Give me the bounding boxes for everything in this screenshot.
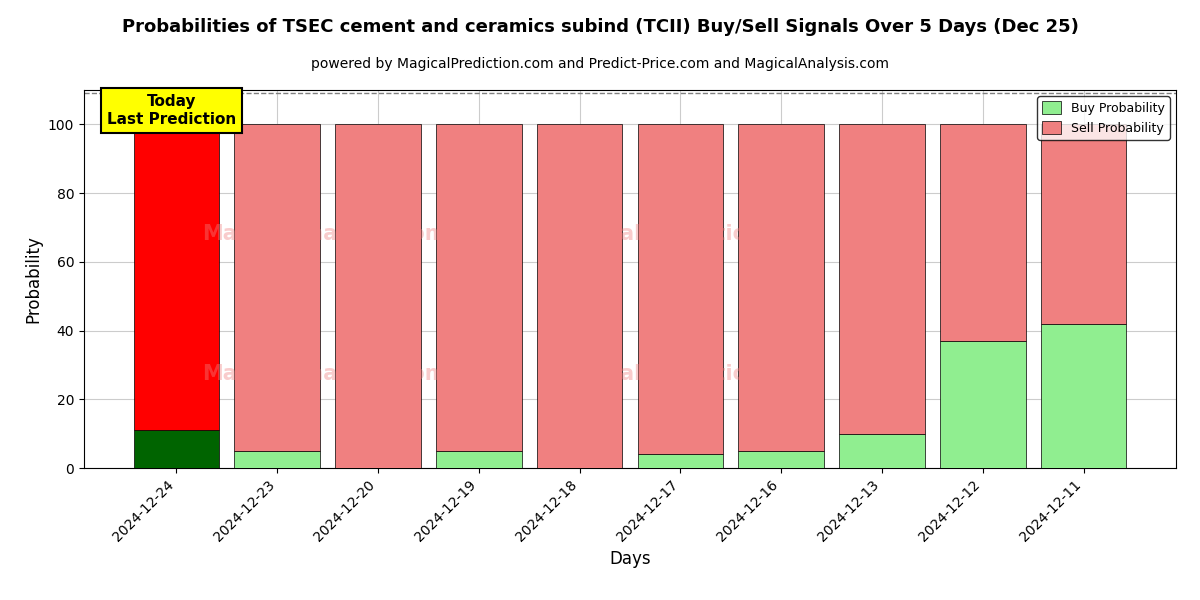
Bar — [536, 124, 623, 468]
Text: MagicalAnalysis.com: MagicalAnalysis.com — [202, 364, 446, 383]
Bar — [738, 451, 824, 468]
Bar — [839, 124, 925, 434]
Bar — [1040, 124, 1127, 323]
Bar — [436, 124, 522, 451]
Bar — [335, 124, 421, 468]
X-axis label: Days: Days — [610, 550, 650, 568]
Bar — [940, 124, 1026, 341]
Bar — [234, 124, 320, 451]
Bar — [133, 124, 220, 430]
Text: Probabilities of TSEC cement and ceramics subind (TCII) Buy/Sell Signals Over 5 : Probabilities of TSEC cement and ceramic… — [121, 18, 1079, 36]
Text: Today
Last Prediction: Today Last Prediction — [107, 94, 236, 127]
Legend: Buy Probability, Sell Probability: Buy Probability, Sell Probability — [1037, 96, 1170, 140]
Bar — [637, 454, 724, 468]
Bar — [1040, 323, 1127, 468]
Text: powered by MagicalPrediction.com and Predict-Price.com and MagicalAnalysis.com: powered by MagicalPrediction.com and Pre… — [311, 57, 889, 71]
Text: MagicalPrediction.com: MagicalPrediction.com — [551, 364, 818, 383]
Bar — [940, 341, 1026, 468]
Bar — [133, 430, 220, 468]
Bar — [738, 124, 824, 451]
Y-axis label: Probability: Probability — [24, 235, 42, 323]
Bar — [234, 451, 320, 468]
Text: MagicalPrediction.com: MagicalPrediction.com — [551, 224, 818, 244]
Text: MagicalAnalysis.com: MagicalAnalysis.com — [202, 224, 446, 244]
Bar — [637, 124, 724, 454]
Bar — [436, 451, 522, 468]
Bar — [839, 434, 925, 468]
